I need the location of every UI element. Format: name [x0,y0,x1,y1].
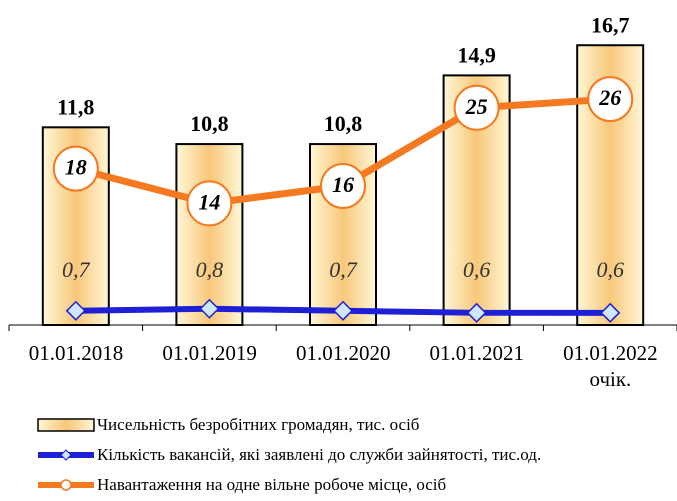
legend-marker [60,449,72,461]
x-tick-label: 01.01.2021 [429,341,525,365]
point-label: 16 [332,172,354,197]
marker [453,84,500,131]
legend-label: Чисельність безробітних громадян, тис. о… [97,415,420,434]
legend-marker [60,479,72,491]
bar [175,143,244,326]
marker [320,162,366,209]
marker [65,300,86,321]
marker [332,300,354,321]
marker [186,180,233,227]
point-label: 18 [65,155,87,180]
x-tick-label: 01.01.2018 [28,341,124,365]
marker [600,302,621,323]
legend-label: Кількість вакансій, які заявлені до служ… [97,445,542,464]
point-label: 25 [465,94,488,119]
marker [466,302,487,323]
point-label: 0,6 [463,257,491,282]
point-label: 0,8 [196,257,224,282]
marker [52,145,99,192]
point-label: 26 [598,85,621,110]
bar-label: 16,7 [591,12,630,37]
marker [199,298,220,319]
point-label: 14 [198,189,220,214]
bar-label: 10,8 [324,111,363,136]
point-label: 0,7 [329,257,358,282]
bar-label: 10,8 [190,111,229,136]
legend-label: Навантаження на одне вільне робоче місце… [97,475,447,494]
marker [587,76,634,123]
point-label: 0,7 [62,257,91,282]
x-tick-label: 01.01.2022 очік. [563,341,658,391]
bar-label: 11,8 [57,94,94,119]
bar-label: 14,9 [457,42,496,67]
point-label: 0,6 [596,257,624,282]
x-tick-label: 01.01.2020 [295,341,391,365]
x-tick-label: 01.01.2019 [162,341,257,365]
legend-swatch [37,418,95,432]
